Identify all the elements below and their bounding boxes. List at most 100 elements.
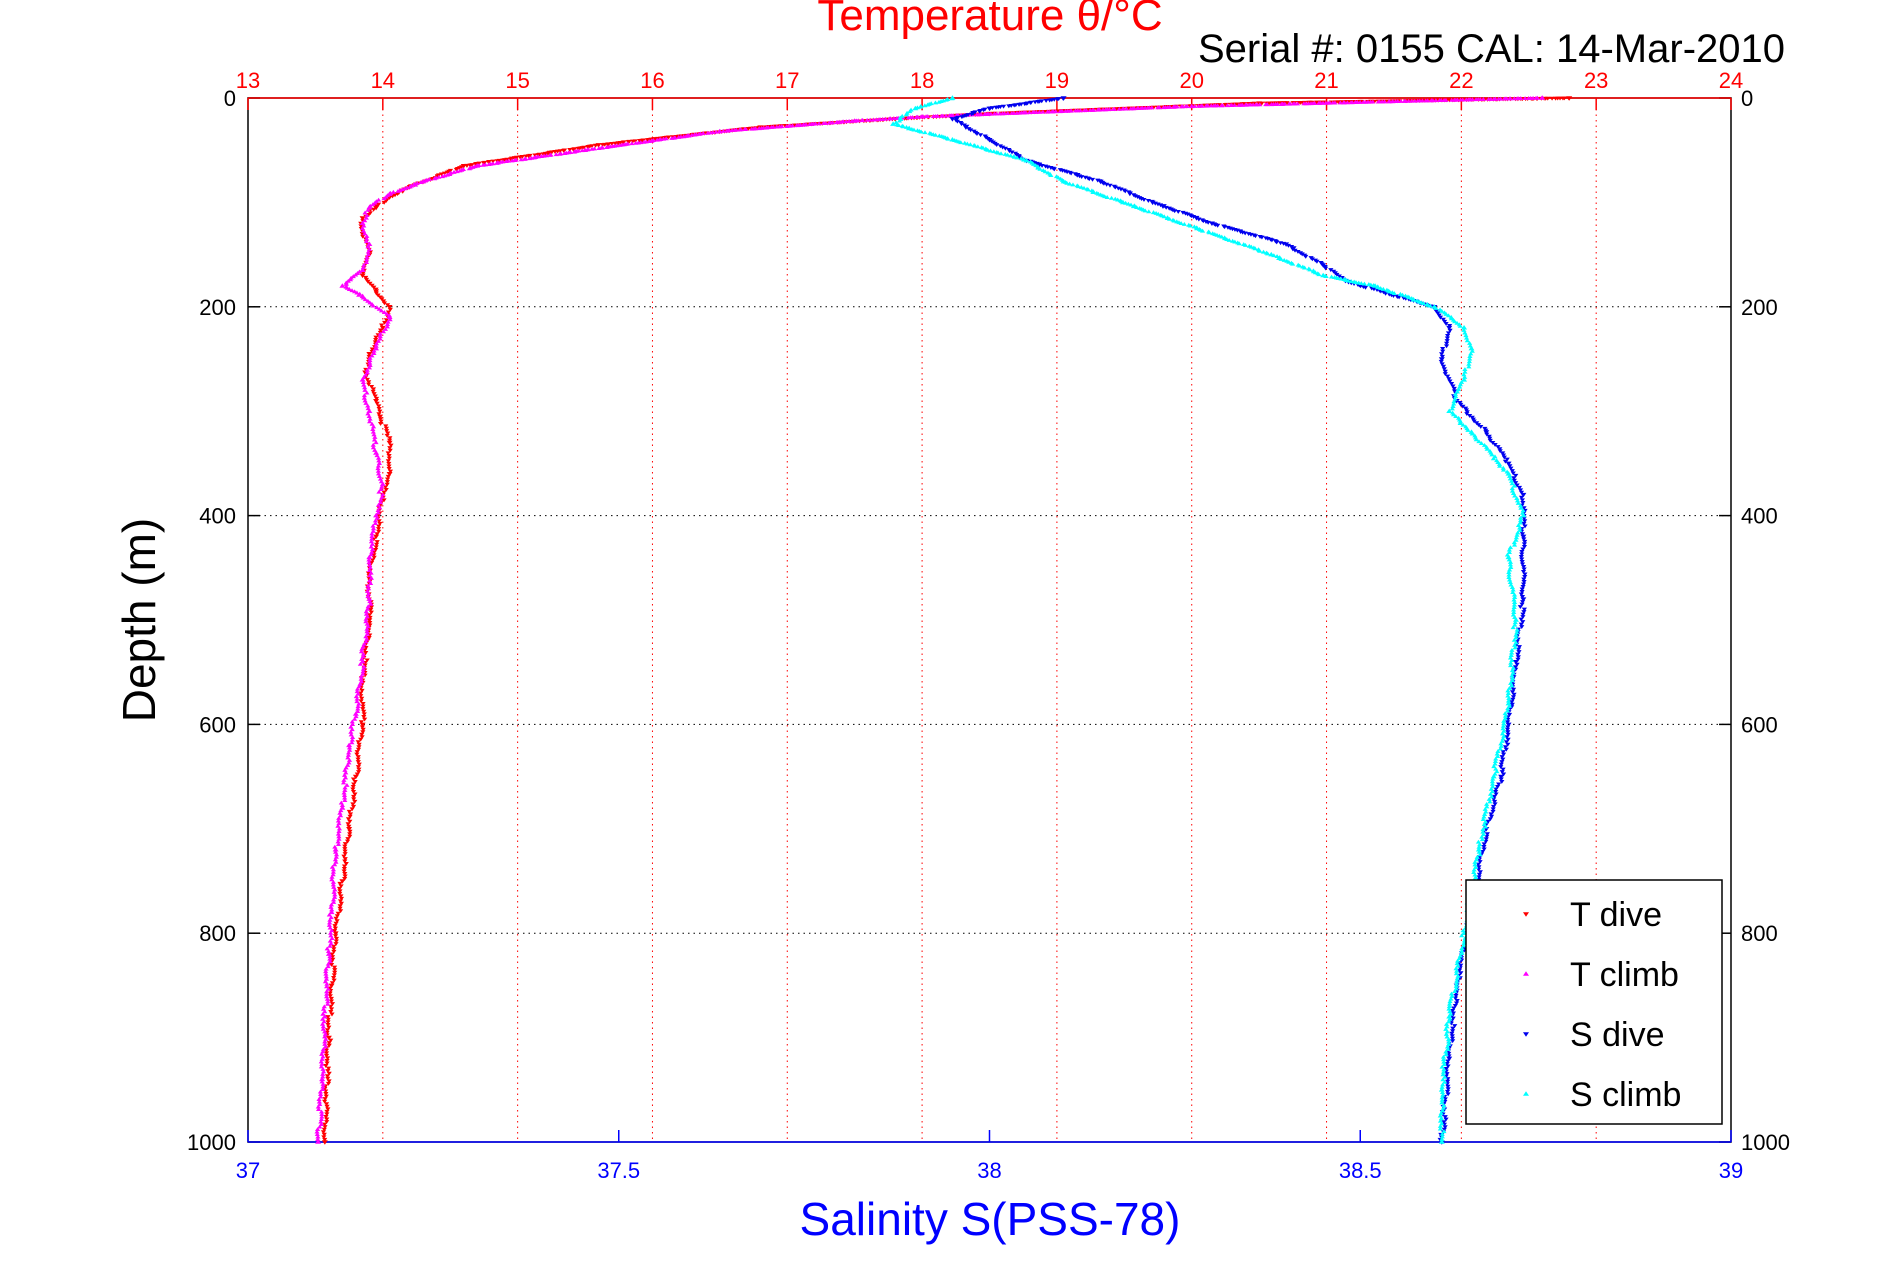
- data-point: [1303, 254, 1309, 259]
- data-point: [1496, 96, 1502, 101]
- data-point: [1286, 101, 1292, 106]
- data-point: [1454, 968, 1460, 973]
- data-point: [1443, 311, 1449, 316]
- data-point: [354, 772, 360, 777]
- data-point: [377, 505, 383, 510]
- data-point: [331, 944, 337, 949]
- data-point: [914, 105, 921, 110]
- data-point: [379, 325, 386, 331]
- data-point: [377, 414, 384, 420]
- depth-tick-label-right: 800: [1741, 921, 1778, 946]
- data-point: [1175, 210, 1181, 214]
- data-point: [329, 874, 335, 879]
- data-point: [1081, 185, 1087, 190]
- data-point: [1433, 309, 1439, 314]
- depth-tick-label-left: 200: [199, 295, 236, 320]
- data-point: [375, 510, 381, 515]
- data-point: [330, 957, 336, 962]
- data-point: [317, 1089, 324, 1094]
- data-point: [1468, 345, 1475, 351]
- data-point: [1075, 184, 1081, 189]
- data-point: [1445, 1059, 1451, 1064]
- data-point: [1439, 362, 1445, 367]
- data-point: [371, 348, 377, 353]
- data-point: [1522, 539, 1528, 544]
- data-point: [1468, 351, 1474, 356]
- data-point: [1521, 516, 1527, 521]
- data-point: [1462, 367, 1468, 371]
- data-point: [376, 412, 382, 417]
- data-point: [346, 827, 353, 832]
- data-point: [347, 812, 354, 817]
- data-point: [342, 788, 348, 792]
- temperature-tick-label: 20: [1179, 68, 1203, 93]
- data-point: [320, 1130, 327, 1135]
- data-point: [352, 792, 358, 797]
- data-point: [367, 203, 373, 208]
- data-point: [1500, 451, 1506, 456]
- data-point: [326, 912, 332, 917]
- data-point: [1462, 330, 1468, 335]
- data-point: [1518, 515, 1524, 520]
- data-point: [373, 396, 380, 401]
- data-point: [1454, 958, 1461, 963]
- data-point: [466, 166, 473, 171]
- data-point: [377, 521, 383, 526]
- data-point: [1441, 1062, 1447, 1067]
- data-point: [1497, 463, 1503, 468]
- data-point: [1518, 518, 1524, 523]
- data-point: [1517, 525, 1523, 530]
- data-point: [359, 732, 365, 737]
- data-point: [333, 939, 339, 944]
- data-point: [890, 121, 897, 126]
- data-point: [364, 621, 370, 626]
- data-point: [1483, 428, 1489, 433]
- temperature-tick-label: 24: [1719, 68, 1743, 93]
- data-point: [375, 466, 381, 471]
- data-point: [1552, 96, 1559, 101]
- data-point: [1494, 751, 1500, 756]
- legend-box: [1465, 879, 1723, 1125]
- data-point: [1520, 512, 1527, 518]
- data-point: [1487, 817, 1493, 822]
- data-point: [1009, 111, 1015, 115]
- data-point: [1458, 971, 1464, 976]
- data-point: [1491, 797, 1497, 802]
- data-point: [387, 190, 394, 195]
- data-point: [959, 115, 965, 120]
- data-point: [749, 126, 755, 131]
- depth-tick-label-left: 400: [199, 504, 236, 529]
- data-point: [1062, 108, 1069, 113]
- data-point: [370, 303, 376, 308]
- data-point: [344, 783, 350, 787]
- data-point: [356, 767, 362, 772]
- data-point: [366, 596, 373, 601]
- data-point: [1446, 1001, 1453, 1006]
- data-point: [1205, 220, 1211, 225]
- data-point: [1353, 100, 1359, 105]
- data-point: [342, 798, 348, 802]
- data-point: [1457, 323, 1463, 328]
- data-point: [349, 735, 356, 740]
- data-point: [319, 1114, 325, 1119]
- data-point: [385, 319, 391, 324]
- data-point: [1482, 812, 1488, 816]
- data-point: [1519, 549, 1525, 554]
- data-point: [1445, 374, 1451, 379]
- data-point: [412, 182, 419, 187]
- data-point: [905, 126, 912, 131]
- data-point: [334, 919, 340, 924]
- data-point: [349, 719, 355, 724]
- data-point: [359, 267, 366, 273]
- data-point: [1480, 829, 1486, 834]
- data-point: [1450, 384, 1456, 389]
- data-point: [346, 742, 353, 748]
- data-point: [367, 355, 373, 360]
- data-point: [1520, 585, 1526, 589]
- data-point: [353, 694, 359, 699]
- data-point: [376, 407, 382, 411]
- data-point: [1155, 105, 1161, 110]
- data-point: [376, 529, 382, 534]
- data-point: [1450, 1016, 1456, 1021]
- data-point: [360, 707, 366, 712]
